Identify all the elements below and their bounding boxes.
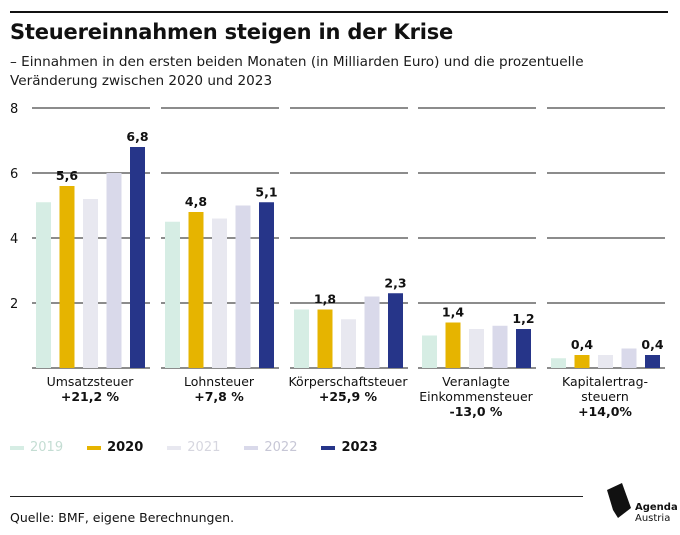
bar-2020-3	[446, 323, 461, 369]
legend-item-2022: 2022	[244, 440, 297, 455]
bar-2019-3	[422, 336, 437, 369]
legend-item-2020: 2020	[87, 440, 143, 455]
logo-mark-icon	[605, 480, 635, 520]
value-label-2020-1: 4,8	[185, 194, 207, 209]
category-label-2-line-0: Körperschaftsteuer	[288, 374, 408, 389]
legend-swatch-2021	[167, 446, 181, 450]
category-label-4-line-1: steuern	[581, 389, 629, 404]
category-label-4-line-2: +14,0%	[578, 404, 632, 419]
bar-2022-4	[622, 349, 637, 369]
bar-2022-3	[493, 326, 508, 368]
bar-2022-2	[365, 297, 380, 369]
legend-item-2021: 2021	[167, 440, 220, 455]
category-label-3-line-0: Veranlagte	[442, 374, 510, 389]
legend-label-2022: 2022	[264, 440, 297, 455]
logo-text-line2: Austria	[635, 513, 670, 524]
bar-2019-4	[551, 358, 566, 368]
value-label-2023-2: 2,3	[384, 275, 406, 290]
bar-2023-3	[516, 329, 531, 368]
logo-text-line1: Agenda	[635, 502, 678, 513]
legend-item-2023: 2023	[321, 440, 377, 455]
bar-2020-4	[575, 355, 590, 368]
legend-label-2023: 2023	[341, 440, 377, 455]
y-tick-label-6: 6	[10, 167, 18, 182]
bar-2022-0	[107, 173, 122, 368]
category-label-0-line-1: +21,2 %	[61, 389, 120, 404]
bar-2023-2	[388, 293, 403, 368]
bar-2023-4	[645, 355, 660, 368]
value-label-2020-2: 1,8	[314, 292, 336, 307]
bar-2021-4	[598, 355, 613, 368]
agenda-austria-logo: Agenda Austria	[605, 480, 671, 528]
bar-2019-2	[294, 310, 309, 369]
category-label-2-line-1: +25,9 %	[319, 389, 378, 404]
legend-swatch-2023	[321, 446, 335, 450]
bar-chart: 2 4 6 8 5,6 4,8 1,8 1,4 0,4 6,8 5,1 2,3 1,2 0,4 Umsatz…	[0, 0, 680, 440]
legend-swatch-2022	[244, 446, 258, 450]
value-label-2020-4: 0,4	[571, 337, 593, 352]
bar-2023-0	[130, 147, 145, 368]
y-tick-label-8: 8	[10, 102, 18, 117]
y-tick-label-4: 4	[10, 232, 18, 247]
bar-2022-1	[236, 206, 251, 369]
legend-item-2019: 2019	[10, 440, 63, 455]
bar-2019-0	[36, 202, 51, 368]
value-label-2023-1: 5,1	[255, 184, 277, 199]
source-note: Quelle: BMF, eigene Berechnungen.	[10, 510, 234, 525]
value-label-2020-0: 5,6	[56, 168, 78, 183]
category-label-0-line-0: Umsatzsteuer	[47, 374, 135, 389]
legend-label-2020: 2020	[107, 440, 143, 455]
bottom-rule	[10, 496, 583, 497]
category-label-4-line-0: Kapitalertrag-	[562, 374, 648, 389]
bar-2021-0	[83, 199, 98, 368]
legend-swatch-2019	[10, 446, 24, 450]
legend-label-2021: 2021	[187, 440, 220, 455]
category-label-3-line-2: -13,0 %	[450, 404, 503, 419]
bar-2020-0	[60, 186, 75, 368]
category-label-3-line-1: Einkommensteuer	[419, 389, 533, 404]
bar-2020-2	[318, 310, 333, 369]
y-tick-label-2: 2	[10, 297, 18, 312]
category-label-1-line-1: +7,8 %	[194, 389, 244, 404]
bar-2020-1	[189, 212, 204, 368]
category-label-1-line-0: Lohnsteuer	[184, 374, 255, 389]
legend-swatch-2020	[87, 446, 101, 450]
value-label-2023-0: 6,8	[126, 129, 148, 144]
value-label-2020-3: 1,4	[442, 305, 464, 320]
value-label-2023-4: 0,4	[641, 337, 663, 352]
bar-2021-3	[469, 329, 484, 368]
legend: 2019 2020 2021 2022 2023	[10, 440, 402, 455]
value-label-2023-3: 1,2	[512, 311, 534, 326]
legend-label-2019: 2019	[30, 440, 63, 455]
bar-2019-1	[165, 222, 180, 368]
bar-2021-2	[341, 319, 356, 368]
bar-2021-1	[212, 219, 227, 369]
bar-2023-1	[259, 202, 274, 368]
